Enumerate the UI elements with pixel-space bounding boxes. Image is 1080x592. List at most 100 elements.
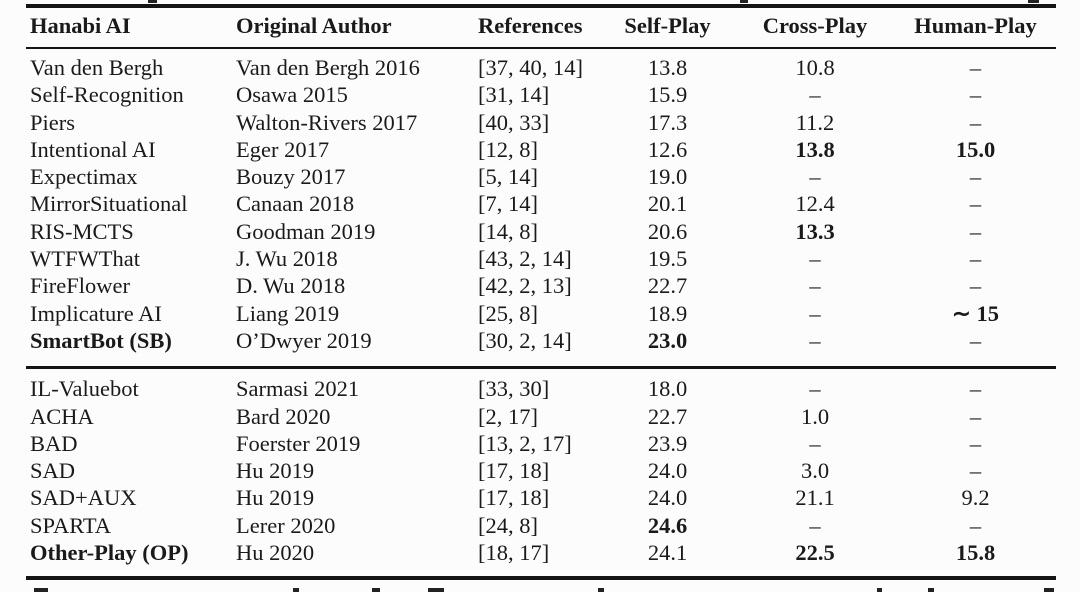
clipped-text-fragment: [148, 0, 157, 3]
table-row: BAD Foerster 2019 [13, 2, 17] 23.9 – –: [26, 430, 1056, 457]
author-cell: Lerer 2020: [236, 512, 336, 538]
references-cell: [43, 2, 14]: [478, 246, 572, 272]
table-row: Implicature AI Liang 2019 [25, 8] 18.9 – ∼ 15: [26, 300, 1056, 327]
author-cell: Van den Bergh 2016: [236, 55, 420, 80]
clipped-text-fragment: [428, 588, 444, 592]
self-play-cell: 22.7: [647, 403, 688, 429]
references-cell: [40, 33]: [478, 109, 550, 135]
hanabi-ai-comparison-table: Hanabi AI Original Author References Sel…: [26, 8, 1056, 576]
ai-name-cell: Other-Play (OP): [30, 540, 189, 566]
cross-play-cell: 21.1: [795, 485, 835, 511]
author-cell: Osawa 2015: [236, 82, 348, 108]
references-cell: [17, 18]: [478, 485, 550, 511]
table-row: SmartBot (SB) O’Dwyer 2019 [30, 2, 14] 23.0…: [26, 326, 1056, 370]
self-play-cell: 20.1: [647, 191, 688, 217]
ai-name-cell: Van den Bergh: [30, 55, 164, 80]
cross-play-cell: 13.3: [795, 218, 835, 244]
author-cell: Canaan 2018: [236, 191, 355, 217]
references-cell: [33, 30]: [478, 376, 550, 402]
self-play-cell: 24.0: [647, 485, 688, 511]
human-play-cell: –: [969, 218, 982, 244]
human-play-cell: 15.0: [955, 136, 996, 162]
cross-play-cell: 13.8: [795, 136, 835, 162]
human-play-cell: ∼ 15: [952, 300, 999, 326]
references-cell: [14, 8]: [478, 218, 538, 244]
human-play-cell: –: [969, 246, 982, 272]
table-row: WTFWThat J. Wu 2018 [43, 2, 14] 19.5 – –: [26, 245, 1056, 272]
clipped-text-fragment: [1028, 0, 1039, 3]
human-play-cell: –: [969, 273, 982, 299]
human-play-cell: 9.2: [961, 485, 990, 511]
table-row: ACHA Bard 2020 [2, 17] 22.7 1.0 –: [26, 403, 1056, 430]
self-play-cell: 17.3: [647, 109, 688, 135]
clipped-text-fragment: [598, 588, 604, 592]
self-play-cell: 12.6: [647, 136, 688, 162]
ai-name-cell: FireFlower: [30, 273, 130, 299]
table-section-upper: Van den Bergh Van den Bergh 2016 [37, 40, …: [26, 48, 1056, 370]
author-cell: J. Wu 2018: [236, 246, 338, 272]
self-play-cell: 19.5: [647, 246, 688, 272]
author-cell: Walton-Rivers 2017: [236, 109, 418, 135]
cross-play-cell: –: [735, 326, 895, 370]
table-row: RIS-MCTS Goodman 2019 [14, 8] 20.6 13.3 –: [26, 218, 1056, 245]
references-cell: [30, 2, 14]: [474, 326, 600, 370]
ai-name-cell: Piers: [30, 109, 75, 135]
references-cell: [31, 14]: [478, 82, 550, 108]
clipped-text-fragment: [372, 588, 380, 592]
table-row: FireFlower D. Wu 2018 [42, 2, 13] 22.7 – –: [26, 272, 1056, 299]
references-cell: [42, 2, 13]: [478, 273, 572, 299]
results-table: Hanabi AI Original Author References Sel…: [26, 4, 1056, 581]
table-row: Expectimax Bouzy 2017 [5, 14] 19.0 – –: [26, 163, 1056, 190]
clipped-text-fragment: [740, 0, 748, 3]
human-play-cell: –: [969, 512, 982, 538]
references-cell: [13, 2, 17]: [478, 430, 572, 456]
table-row: Van den Bergh Van den Bergh 2016 [37, 40, …: [26, 48, 1056, 81]
author-cell: Bouzy 2017: [236, 164, 346, 190]
top-rule: [26, 4, 1056, 8]
author-cell: Goodman 2019: [236, 218, 376, 244]
column-header-original-author: Original Author: [232, 8, 474, 49]
references-cell: [2, 17]: [478, 403, 538, 429]
references-cell: [7, 14]: [478, 191, 538, 217]
references-cell: [17, 18]: [478, 458, 550, 484]
column-header-hanabi-ai: Hanabi AI: [26, 8, 232, 49]
self-play-cell: 24.1: [647, 540, 688, 566]
table-row: MirrorSituational Canaan 2018 [7, 14] 20.1 1…: [26, 190, 1056, 217]
human-play-cell: –: [969, 164, 982, 190]
table-row: Intentional AI Eger 2017 [12, 8] 12.6 13.8 15…: [26, 136, 1056, 163]
cross-play-cell: –: [809, 376, 821, 402]
author-cell: Sarmasi 2021: [236, 376, 360, 402]
human-play-cell: –: [969, 430, 982, 456]
column-header-references: References: [474, 8, 600, 49]
human-play-cell: –: [969, 191, 982, 217]
cross-play-cell: –: [809, 273, 821, 299]
column-header-self-play: Self-Play: [600, 8, 735, 49]
table-row: Piers Walton-Rivers 2017 [40, 33] 17.3 11.2 –: [26, 109, 1056, 136]
author-cell: Liang 2019: [236, 300, 340, 326]
clipped-text-fragment: [34, 588, 48, 592]
author-cell: Hu 2019: [236, 485, 315, 511]
self-play-cell: 18.0: [647, 376, 688, 402]
table-section-lower: IL-Valuebot Sarmasi 2021 [33, 30] 18.0– – ACH…: [26, 368, 1056, 577]
column-header-cross-play: Cross-Play: [735, 8, 895, 49]
ai-name-cell: Expectimax: [30, 164, 138, 190]
self-play-cell: 24.0: [647, 458, 688, 484]
ai-name-cell: MirrorSituational: [30, 191, 188, 217]
self-play-cell: 15.9: [647, 82, 688, 108]
human-play-cell: –: [969, 109, 982, 135]
ai-name-cell: Implicature AI: [30, 300, 162, 326]
ai-name-cell: SAD: [30, 458, 76, 484]
human-play-cell: –: [895, 326, 1056, 370]
cross-play-cell: 12.4: [795, 191, 835, 217]
table-row: Self-Recognition Osawa 2015 [31, 14] 15.9 – –: [26, 81, 1056, 108]
ai-name-cell: ACHA: [30, 403, 94, 429]
column-header-human-play: Human-Play: [895, 8, 1056, 49]
clipped-text-fragment: [877, 588, 882, 592]
author-cell: O’Dwyer 2019: [232, 326, 474, 370]
author-cell: Bard 2020: [236, 403, 331, 429]
self-play-cell: 13.8: [647, 55, 688, 80]
references-cell: [25, 8]: [478, 300, 538, 326]
author-cell: Hu 2020: [236, 540, 315, 566]
human-play-cell: –: [969, 82, 982, 108]
